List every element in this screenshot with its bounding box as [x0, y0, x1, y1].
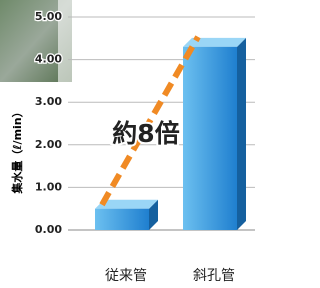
- bar: [95, 209, 149, 230]
- y-tick-label: 2.00: [35, 138, 62, 151]
- x-tick-label: 斜孔管: [193, 268, 235, 284]
- y-tick-label: 4.00: [35, 53, 62, 66]
- bar: [183, 47, 237, 230]
- y-tick-label: 3.00: [35, 95, 62, 108]
- y-tick-label: 0.00: [35, 223, 62, 236]
- bar-top: [183, 38, 246, 47]
- y-tick-label: 5.00: [35, 10, 62, 23]
- annotation: 約8倍: [112, 119, 179, 148]
- bar-side: [237, 38, 246, 230]
- y-axis-title: 集水量（ℓ/min）: [10, 106, 24, 194]
- y-tick-label: 1.00: [35, 180, 62, 193]
- chart: 集水量（ℓ/min） 0.00 1.00 2.00 3.00 4.00 5.00 従来管 斜孔…: [0, 0, 259, 288]
- x-tick-label: 従来管: [105, 268, 147, 284]
